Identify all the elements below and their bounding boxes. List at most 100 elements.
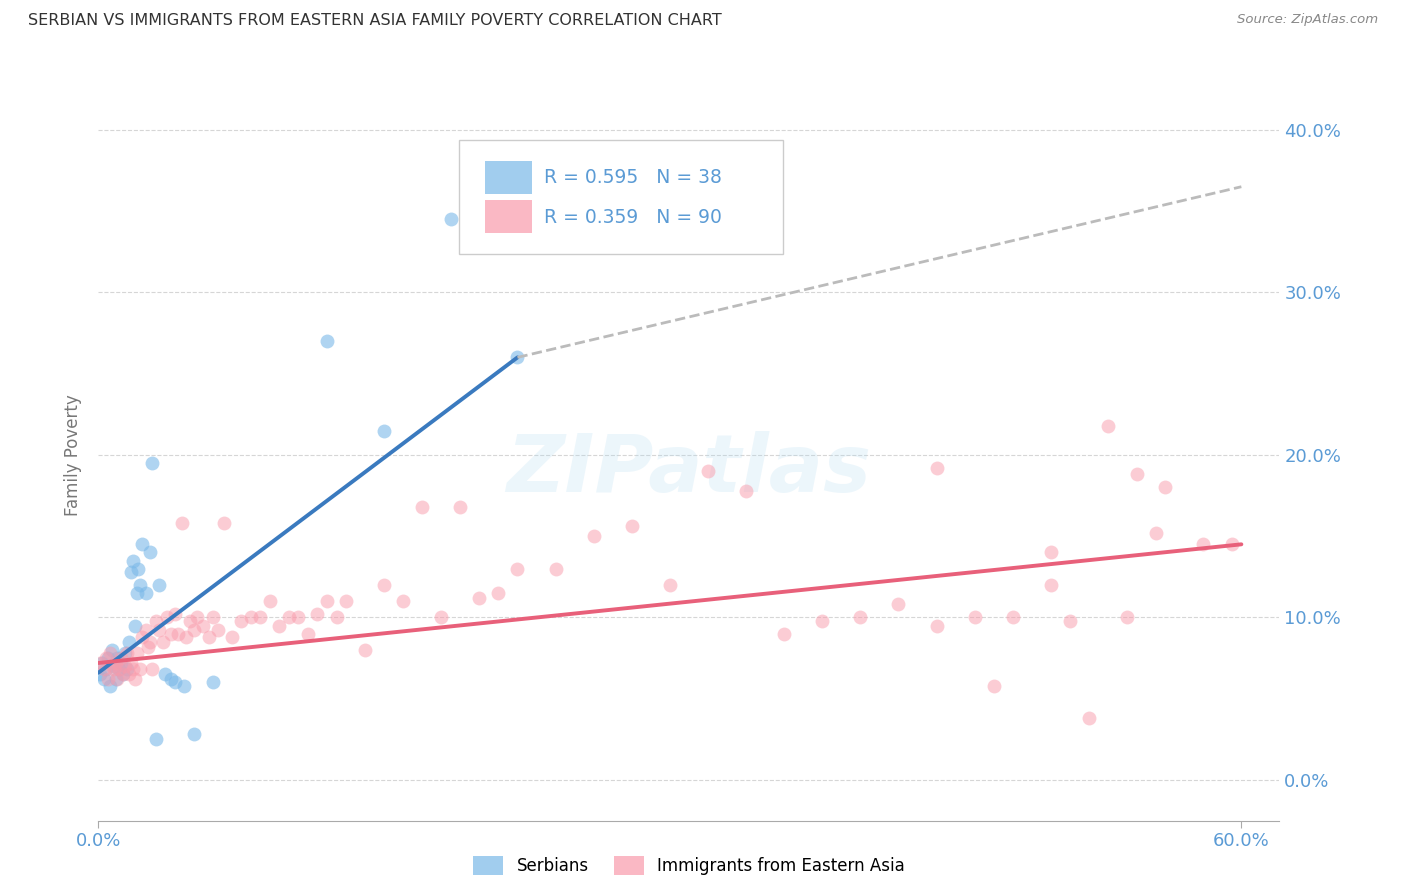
Point xyxy=(201,610,224,624)
Point xyxy=(136,640,159,654)
Point xyxy=(135,586,157,600)
Point xyxy=(100,643,122,657)
Point xyxy=(120,565,142,579)
Point xyxy=(658,578,681,592)
Point xyxy=(249,610,271,624)
Point xyxy=(697,464,720,478)
Point xyxy=(156,610,179,624)
Point xyxy=(335,594,357,608)
Point xyxy=(849,610,872,624)
Point xyxy=(114,659,136,673)
Point xyxy=(145,732,167,747)
Point xyxy=(1192,537,1215,551)
Point xyxy=(112,667,135,681)
Point xyxy=(153,667,176,681)
Point xyxy=(925,461,948,475)
Point xyxy=(392,594,415,608)
Point xyxy=(98,679,121,693)
Point xyxy=(91,656,114,670)
Point xyxy=(316,334,339,348)
Point xyxy=(259,594,281,608)
Point xyxy=(287,610,309,624)
Point xyxy=(735,483,758,498)
Point xyxy=(131,537,153,551)
Point xyxy=(135,624,157,638)
Point xyxy=(103,663,125,677)
Point xyxy=(141,663,163,677)
Point xyxy=(107,672,129,686)
Point xyxy=(167,626,190,640)
Point xyxy=(114,646,136,660)
Point xyxy=(506,351,529,365)
Point xyxy=(1097,418,1119,433)
Point xyxy=(925,618,948,632)
Point xyxy=(108,663,131,677)
Point xyxy=(186,610,208,624)
Point xyxy=(221,630,243,644)
Point xyxy=(131,630,153,644)
Point xyxy=(277,610,299,624)
Point xyxy=(159,626,181,640)
Y-axis label: Family Poverty: Family Poverty xyxy=(65,394,83,516)
Point xyxy=(121,553,143,567)
Point xyxy=(811,614,834,628)
Point xyxy=(231,614,253,628)
Point xyxy=(201,675,224,690)
Point xyxy=(449,500,471,514)
Point xyxy=(1001,610,1024,624)
Legend: Serbians, Immigrants from Eastern Asia: Serbians, Immigrants from Eastern Asia xyxy=(467,849,911,882)
Point xyxy=(110,656,132,670)
Point xyxy=(773,626,796,640)
Point xyxy=(620,519,643,533)
Point xyxy=(129,663,152,677)
FancyBboxPatch shape xyxy=(485,201,531,234)
Point xyxy=(1144,525,1167,540)
Point xyxy=(94,651,117,665)
Point xyxy=(93,663,115,677)
Point xyxy=(120,656,142,670)
Point xyxy=(124,618,146,632)
Point xyxy=(983,679,1005,693)
Point xyxy=(183,727,205,741)
Point xyxy=(163,675,186,690)
Point xyxy=(1078,711,1101,725)
Point xyxy=(112,667,135,681)
Point xyxy=(1116,610,1139,624)
Point xyxy=(98,646,121,660)
Point xyxy=(125,586,148,600)
Point xyxy=(145,614,167,628)
Point xyxy=(104,672,127,686)
FancyBboxPatch shape xyxy=(458,140,783,253)
Point xyxy=(115,663,138,677)
Point xyxy=(193,618,215,632)
Point xyxy=(108,663,131,677)
Point xyxy=(440,212,463,227)
Point xyxy=(141,456,163,470)
Text: SERBIAN VS IMMIGRANTS FROM EASTERN ASIA FAMILY POVERTY CORRELATION CHART: SERBIAN VS IMMIGRANTS FROM EASTERN ASIA … xyxy=(28,13,721,29)
Point xyxy=(269,618,291,632)
Point xyxy=(239,610,262,624)
Text: R = 0.595   N = 38: R = 0.595 N = 38 xyxy=(544,169,721,187)
Point xyxy=(198,630,221,644)
Point xyxy=(1220,537,1243,551)
Point xyxy=(127,562,149,576)
Point xyxy=(373,424,395,438)
Point xyxy=(89,656,111,670)
Point xyxy=(297,626,319,640)
Point xyxy=(93,672,115,686)
FancyBboxPatch shape xyxy=(485,161,531,194)
Point xyxy=(1039,545,1062,559)
Point xyxy=(97,651,120,665)
Point xyxy=(115,646,138,660)
Point xyxy=(124,672,146,686)
Point xyxy=(174,630,197,644)
Point xyxy=(506,562,529,576)
Point xyxy=(1154,480,1177,494)
Point xyxy=(148,578,170,592)
Point xyxy=(159,672,181,686)
Point xyxy=(110,651,132,665)
Point xyxy=(100,659,122,673)
Text: Source: ZipAtlas.com: Source: ZipAtlas.com xyxy=(1237,13,1378,27)
Point xyxy=(121,663,143,677)
Point xyxy=(354,643,377,657)
